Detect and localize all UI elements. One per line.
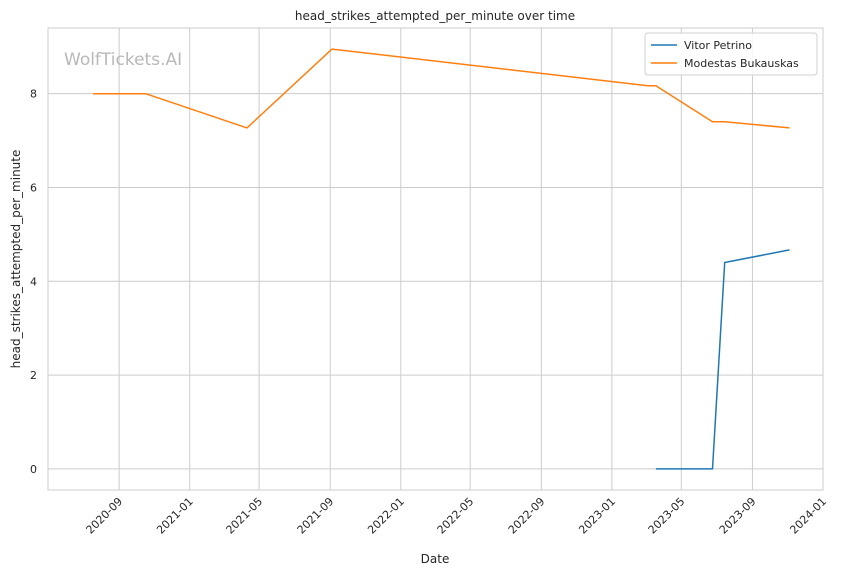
x-axis-title: Date [421, 552, 450, 566]
series-line-modestas-bukauskas [93, 48, 790, 129]
legend-label-modestas-bukauskas: Modestas Bukauskas [684, 57, 799, 70]
series-layer [93, 48, 790, 470]
legend-box [644, 32, 818, 76]
chart-title: head_strikes_attempted_per_minute over t… [295, 9, 575, 23]
series-line-vitor-petrino [655, 249, 790, 470]
legend: Vitor Petrino Modestas Bukauskas [644, 32, 818, 76]
y-tick-label: 6 [30, 181, 37, 194]
plot-frame [47, 27, 824, 491]
y-tick-label: 2 [30, 369, 37, 382]
y-tick-label: 8 [30, 88, 37, 101]
y-tick-labels: 0 2 4 6 8 [30, 88, 37, 476]
y-tick-label: 4 [30, 275, 37, 288]
legend-label-vitor-petrino: Vitor Petrino [684, 39, 752, 52]
y-tick-label: 0 [30, 463, 37, 476]
y-axis-title: head_strikes_attempted_per_minute [9, 150, 23, 369]
watermark: WolfTickets.AI [64, 50, 182, 70]
